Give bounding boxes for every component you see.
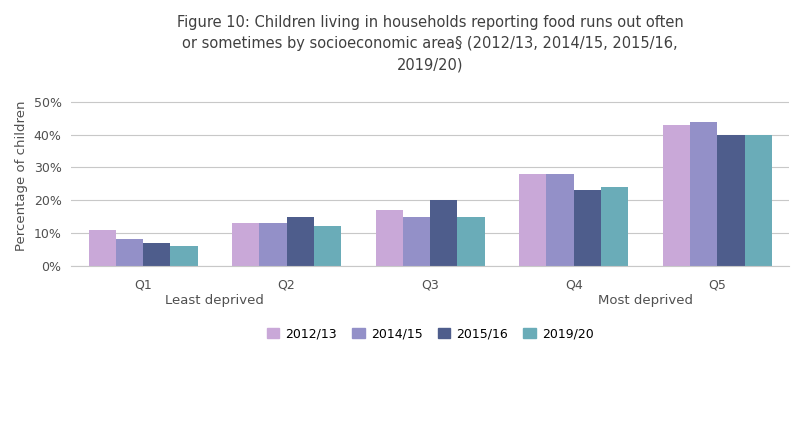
Bar xyxy=(116,239,143,266)
Bar xyxy=(689,122,716,266)
Bar xyxy=(313,226,340,266)
Bar xyxy=(744,135,771,266)
Bar xyxy=(402,216,430,266)
Bar xyxy=(573,190,600,266)
Bar xyxy=(546,174,573,266)
Bar xyxy=(88,230,116,266)
Legend: 2012/13, 2014/15, 2015/16, 2019/20: 2012/13, 2014/15, 2015/16, 2019/20 xyxy=(261,322,597,345)
Bar xyxy=(457,216,484,266)
Bar xyxy=(519,174,546,266)
Bar xyxy=(232,223,259,266)
Bar xyxy=(375,210,402,266)
Text: Least deprived: Least deprived xyxy=(165,294,264,306)
Text: Most deprived: Most deprived xyxy=(597,294,692,306)
Bar xyxy=(259,223,286,266)
Bar xyxy=(716,135,744,266)
Y-axis label: Percentage of children: Percentage of children xyxy=(15,100,28,251)
Title: Figure 10: Children living in households reporting food runs out often
or someti: Figure 10: Children living in households… xyxy=(177,15,683,72)
Bar xyxy=(170,246,198,266)
Bar xyxy=(600,187,627,266)
Bar xyxy=(286,216,313,266)
Bar xyxy=(430,200,457,266)
Bar xyxy=(662,125,689,266)
Bar xyxy=(143,243,170,266)
